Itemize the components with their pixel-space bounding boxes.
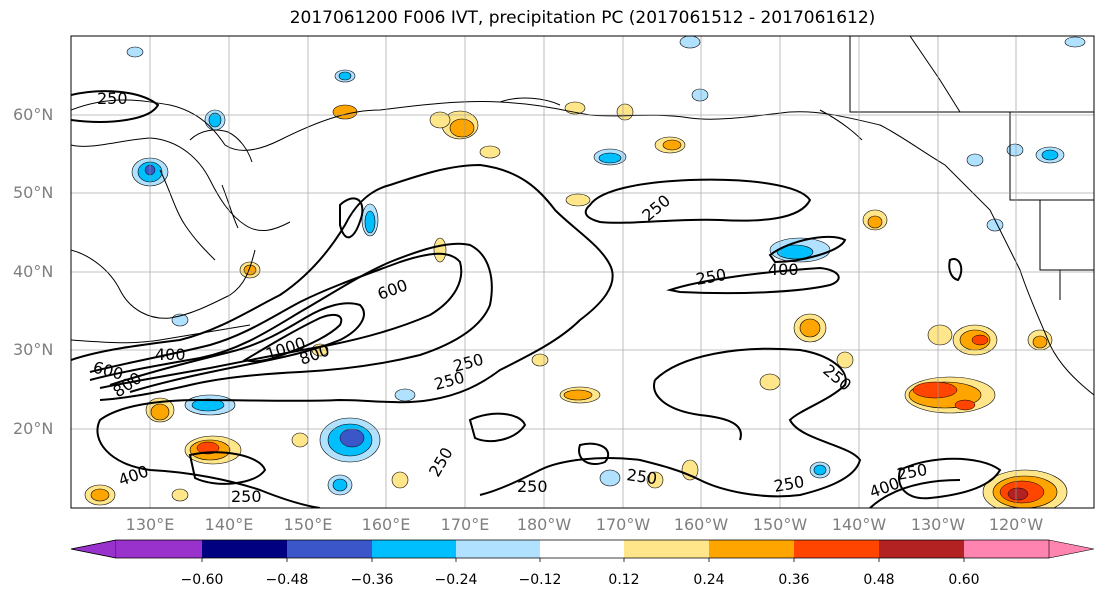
precip-shading bbox=[84, 36, 1086, 508]
coastlines bbox=[71, 36, 1094, 396]
colorbar-extend-low bbox=[70, 539, 117, 559]
lon-label: 160°E bbox=[361, 515, 411, 534]
colorbar bbox=[70, 539, 1095, 562]
lon-label: 180°W bbox=[516, 515, 572, 534]
contour-label: 250 bbox=[231, 487, 262, 506]
lon-label: 120°W bbox=[988, 515, 1044, 534]
lat-label: 30°N bbox=[13, 340, 54, 359]
lon-label: 150°E bbox=[283, 515, 333, 534]
colorbar-tick-label: 0.60 bbox=[948, 572, 980, 588]
map-frame bbox=[70, 35, 1095, 509]
lon-label: 150°W bbox=[752, 515, 808, 534]
colorbar-tick-label: 0.24 bbox=[693, 572, 725, 588]
gridlines bbox=[71, 36, 1094, 508]
lon-label: 140°W bbox=[831, 515, 887, 534]
lon-label: 130°W bbox=[910, 515, 966, 534]
lat-label: 50°N bbox=[13, 183, 54, 202]
lat-label: 40°N bbox=[13, 262, 54, 281]
lat-label: 20°N bbox=[13, 419, 54, 438]
colorbar-tick-label: 0.48 bbox=[863, 572, 895, 588]
colorbar-tick-label: 0.12 bbox=[608, 572, 640, 588]
colorbar-tick-label: −0.12 bbox=[518, 572, 562, 588]
ivt-contours bbox=[71, 90, 1002, 508]
contour-label: 400 bbox=[768, 260, 799, 279]
contour-label: 250 bbox=[97, 89, 128, 108]
contour-label: 400 bbox=[155, 345, 186, 364]
lat-label: 60°N bbox=[13, 105, 54, 124]
contour-label: 250 bbox=[517, 477, 548, 496]
colorbar-tick-label: −0.24 bbox=[434, 572, 478, 588]
lon-label: 160°W bbox=[673, 515, 729, 534]
lon-label: 170°W bbox=[595, 515, 651, 534]
contour-label: 250 bbox=[625, 465, 658, 488]
lon-label: 130°E bbox=[125, 515, 175, 534]
colorbar-tick-label: 0.36 bbox=[778, 572, 810, 588]
colorbar-tick-label: −0.48 bbox=[265, 572, 309, 588]
colorbar-tick-label: −0.60 bbox=[180, 572, 224, 588]
colorbar-tick-label: −0.36 bbox=[350, 572, 394, 588]
map-title: 2017061200 F006 IVT, precipitation PC (2… bbox=[289, 8, 876, 28]
lon-label: 140°E bbox=[204, 515, 254, 534]
colorbar-extend-high bbox=[1048, 539, 1095, 559]
lon-label: 170°E bbox=[440, 515, 490, 534]
